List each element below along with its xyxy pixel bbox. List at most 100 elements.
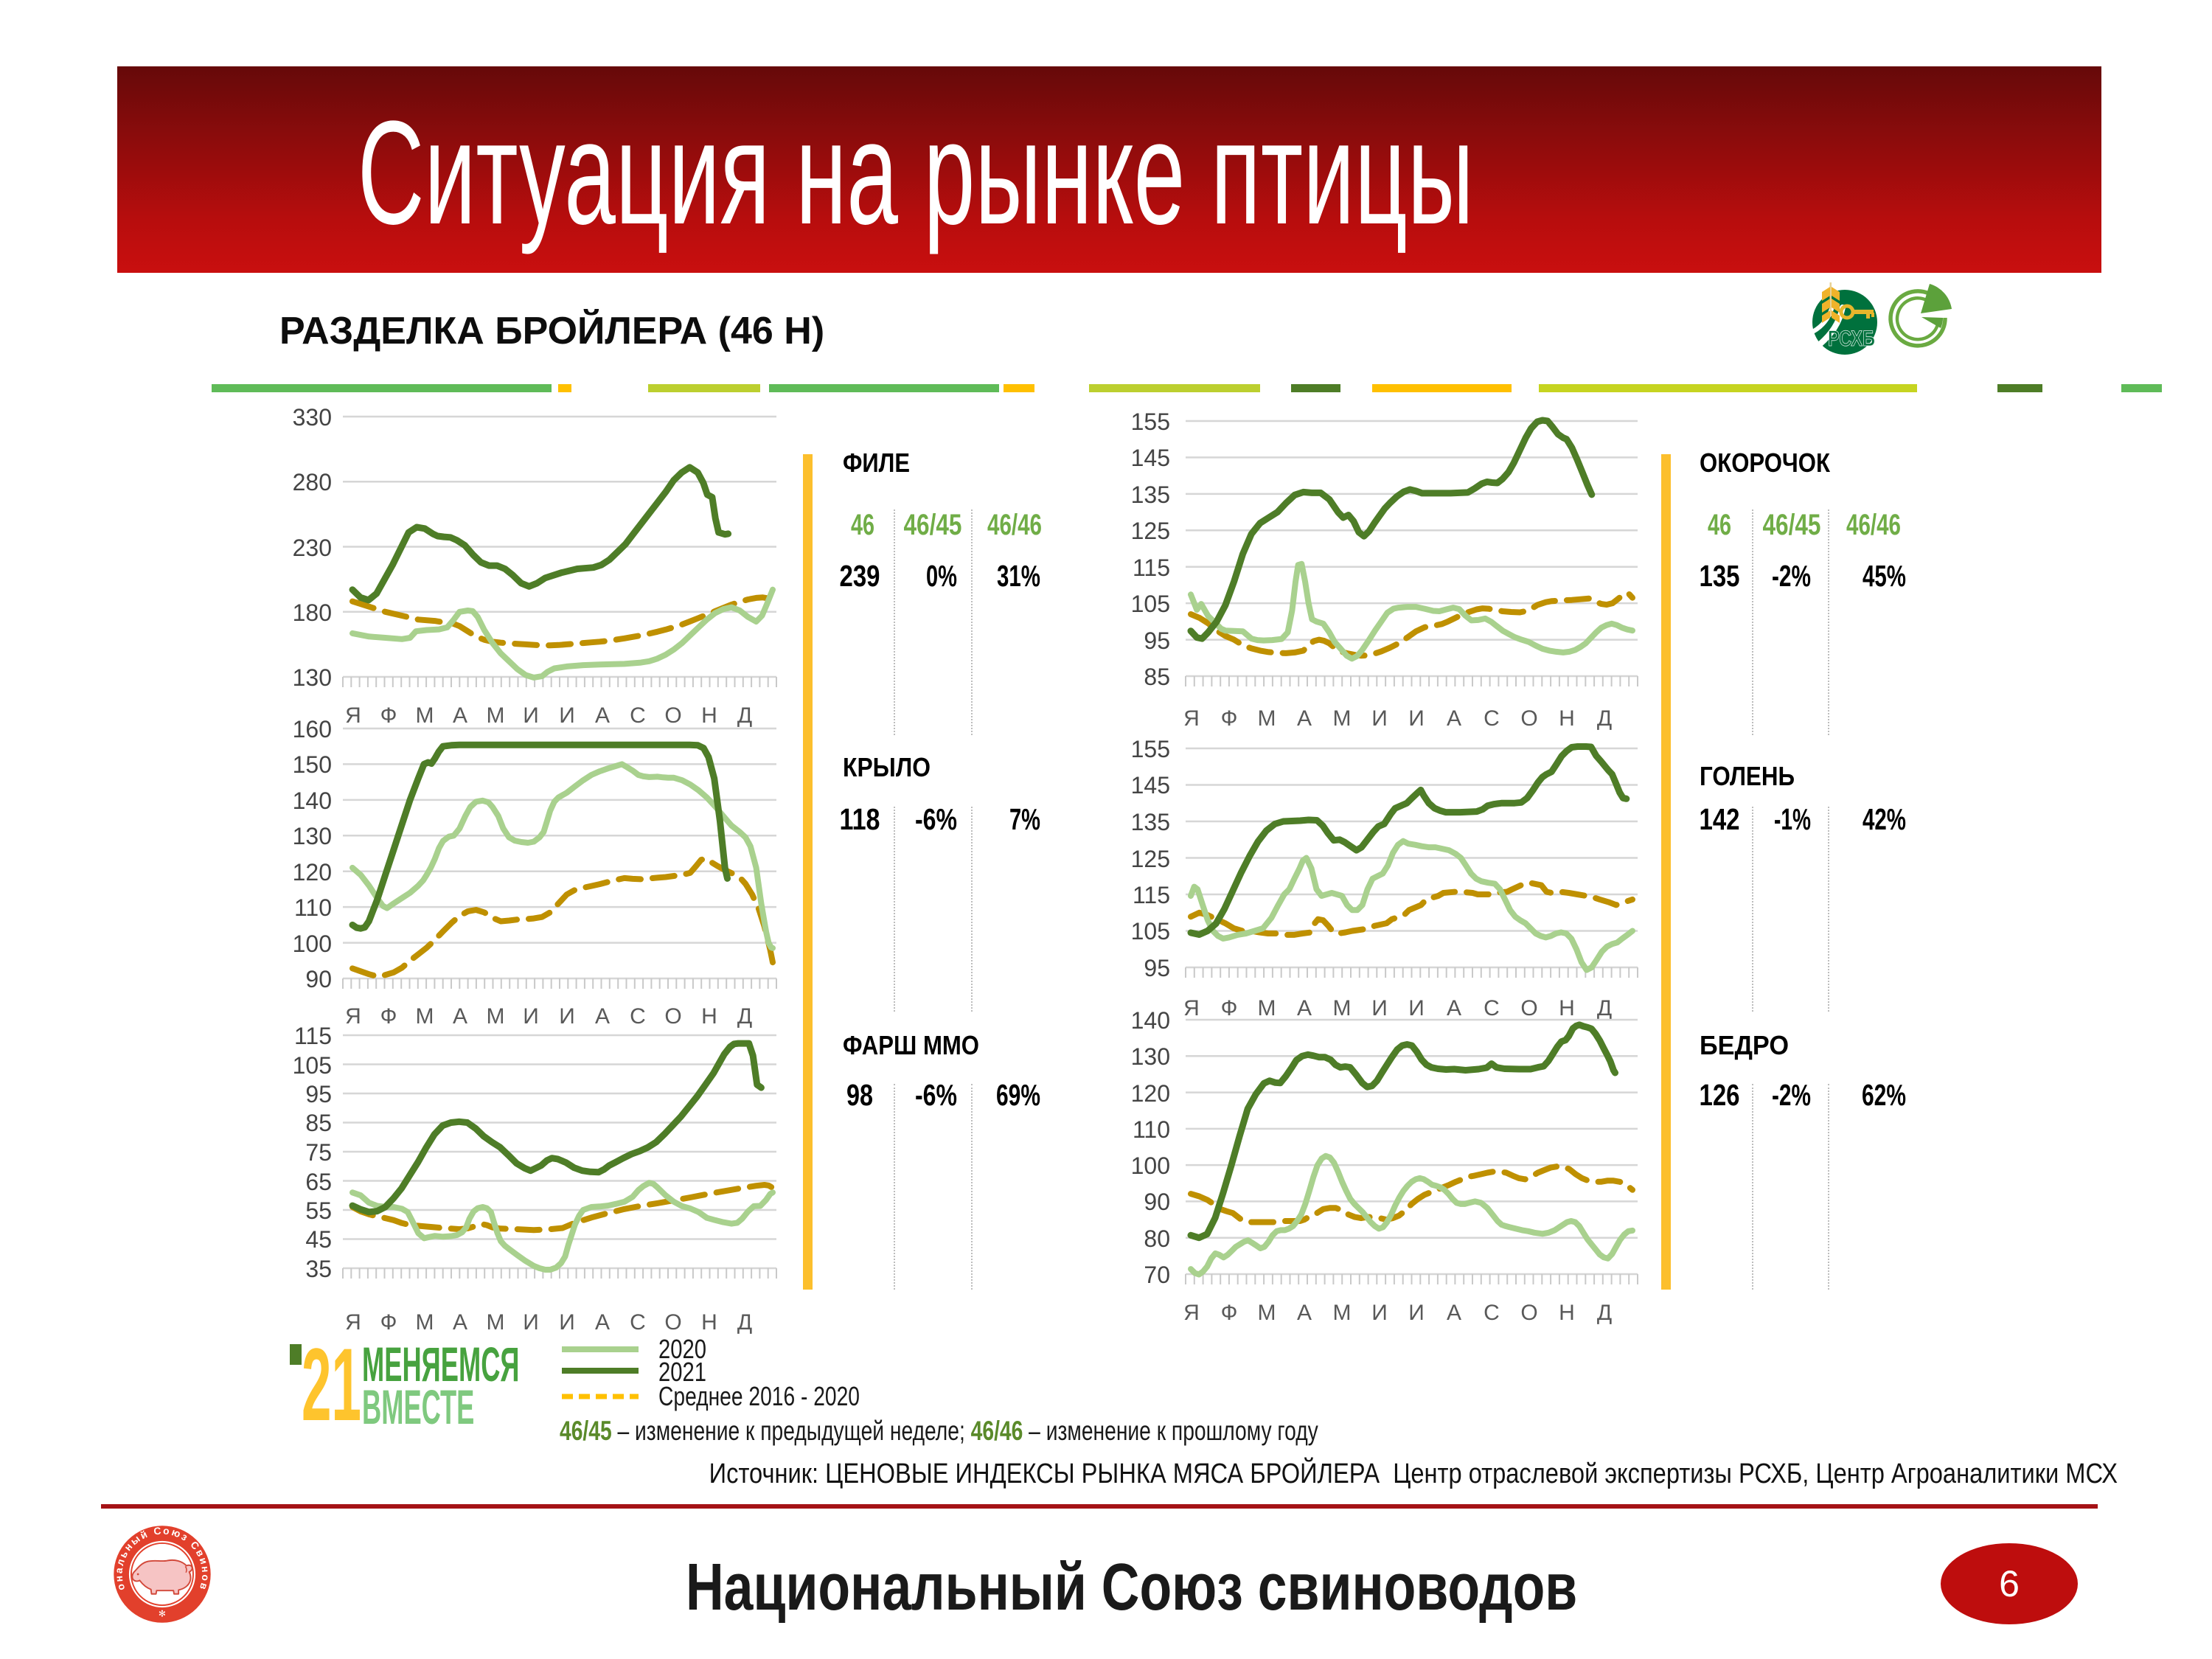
svg-text:А: А bbox=[595, 1310, 610, 1335]
svg-text:85: 85 bbox=[305, 1110, 332, 1136]
svg-text:Н: Н bbox=[1559, 706, 1575, 731]
svg-text:-2%: -2% bbox=[1772, 1078, 1811, 1112]
svg-text:130: 130 bbox=[293, 823, 332, 849]
svg-text:И: И bbox=[523, 703, 539, 728]
svg-text:ОКОРОЧОК: ОКОРОЧОК bbox=[1700, 448, 1831, 478]
svg-text:БЕДРО: БЕДРО bbox=[1700, 1030, 1789, 1060]
svg-text:А: А bbox=[453, 1310, 467, 1335]
svg-text:140: 140 bbox=[1131, 1007, 1170, 1034]
svg-text:Д: Д bbox=[737, 1310, 752, 1335]
svg-text:135: 135 bbox=[1131, 481, 1170, 508]
svg-text:130: 130 bbox=[293, 664, 332, 691]
svg-text:90: 90 bbox=[305, 966, 332, 992]
svg-text:Я: Я bbox=[1183, 706, 1200, 731]
svg-text:ФАРШ ММО: ФАРШ ММО bbox=[843, 1030, 979, 1060]
svg-text:45%: 45% bbox=[1863, 559, 1906, 593]
svg-text:95: 95 bbox=[1144, 955, 1170, 981]
svg-text:И: И bbox=[1371, 706, 1388, 731]
svg-text:120: 120 bbox=[293, 859, 332, 886]
svg-text:69%: 69% bbox=[996, 1078, 1040, 1112]
svg-text:И: И bbox=[523, 1004, 539, 1029]
svg-text:2021: 2021 bbox=[658, 1357, 706, 1387]
svg-text:М: М bbox=[1333, 706, 1352, 731]
svg-text:А: А bbox=[453, 1004, 467, 1029]
svg-text:95: 95 bbox=[305, 1081, 332, 1107]
svg-text:ФИЛЕ: ФИЛЕ bbox=[843, 448, 910, 478]
svg-text:85: 85 bbox=[1144, 664, 1170, 690]
svg-text:-1%: -1% bbox=[1774, 802, 1811, 836]
svg-text:М: М bbox=[416, 1004, 434, 1029]
svg-text:А: А bbox=[1447, 1301, 1461, 1325]
svg-text:7%: 7% bbox=[1009, 802, 1040, 836]
svg-text:0%: 0% bbox=[926, 559, 957, 593]
svg-text:О: О bbox=[664, 703, 681, 728]
svg-text:100: 100 bbox=[1131, 1152, 1170, 1179]
svg-text:А: А bbox=[1447, 706, 1461, 731]
svg-text:45: 45 bbox=[305, 1226, 332, 1253]
svg-text:М: М bbox=[416, 703, 434, 728]
svg-text:Д: Д bbox=[737, 703, 752, 728]
svg-text:135: 135 bbox=[1700, 559, 1740, 593]
svg-text:140: 140 bbox=[293, 787, 332, 814]
svg-text:А: А bbox=[1297, 1301, 1312, 1325]
svg-text:-6%: -6% bbox=[915, 802, 957, 836]
svg-text:130: 130 bbox=[1131, 1043, 1170, 1070]
svg-text:И: И bbox=[1408, 996, 1425, 1020]
svg-text:35: 35 bbox=[305, 1256, 332, 1282]
svg-text:90: 90 bbox=[1144, 1189, 1170, 1215]
svg-text:145: 145 bbox=[1131, 772, 1170, 799]
svg-text:62%: 62% bbox=[1862, 1078, 1906, 1112]
svg-text:100: 100 bbox=[293, 931, 332, 957]
svg-text:И: И bbox=[559, 703, 575, 728]
svg-text:М: М bbox=[1333, 1301, 1352, 1325]
svg-text:С: С bbox=[1484, 1301, 1500, 1325]
svg-text:46: 46 bbox=[1708, 509, 1731, 541]
svg-text:46/46: 46/46 bbox=[987, 509, 1042, 541]
svg-text:М: М bbox=[487, 1004, 505, 1029]
svg-text:95: 95 bbox=[1144, 627, 1170, 654]
svg-text:ГОЛЕНЬ: ГОЛЕНЬ bbox=[1700, 761, 1795, 791]
svg-text:110: 110 bbox=[294, 894, 332, 921]
svg-text:✻: ✻ bbox=[159, 1608, 166, 1618]
svg-text:О: О bbox=[1520, 706, 1537, 731]
svg-text:М: М bbox=[1258, 706, 1276, 731]
svg-text:О: О bbox=[664, 1310, 681, 1335]
svg-text:125: 125 bbox=[1131, 518, 1170, 544]
svg-text:239: 239 bbox=[840, 559, 880, 593]
svg-text:46/45: 46/45 bbox=[904, 509, 962, 541]
svg-text:И: И bbox=[1408, 706, 1425, 731]
svg-text:Д: Д bbox=[1597, 1301, 1612, 1325]
svg-text:Ф: Ф bbox=[1221, 996, 1238, 1020]
svg-text:46: 46 bbox=[851, 509, 874, 541]
svg-text:С: С bbox=[1484, 996, 1500, 1020]
svg-text:А: А bbox=[595, 1004, 610, 1029]
svg-text:105: 105 bbox=[1131, 918, 1170, 945]
svg-text:98: 98 bbox=[846, 1078, 873, 1112]
svg-text:И: И bbox=[559, 1004, 575, 1029]
svg-text:И: И bbox=[1371, 996, 1388, 1020]
svg-text:А: А bbox=[595, 703, 610, 728]
svg-text:Среднее 2016 - 2020: Среднее 2016 - 2020 bbox=[658, 1381, 860, 1411]
svg-text:Я: Я bbox=[1183, 1301, 1200, 1325]
svg-text:М: М bbox=[487, 703, 505, 728]
svg-text:М: М bbox=[1258, 1301, 1276, 1325]
svg-text:С: С bbox=[1484, 706, 1500, 731]
svg-text:105: 105 bbox=[1131, 591, 1170, 617]
svg-text:А: А bbox=[1297, 996, 1312, 1020]
svg-text:155: 155 bbox=[1131, 408, 1170, 435]
svg-text:Я: Я bbox=[345, 1310, 361, 1335]
svg-text:55: 55 bbox=[305, 1197, 332, 1224]
svg-text:С: С bbox=[630, 1310, 646, 1335]
svg-text:126: 126 bbox=[1700, 1078, 1740, 1112]
svg-text:А: А bbox=[453, 703, 467, 728]
svg-text:О: О bbox=[664, 1004, 681, 1029]
svg-text:А: А bbox=[1447, 996, 1461, 1020]
svg-text:Д: Д bbox=[1597, 996, 1612, 1020]
svg-text:330: 330 bbox=[293, 404, 332, 431]
svg-text:2020: 2020 bbox=[658, 1335, 706, 1364]
svg-text:Я: Я bbox=[345, 1004, 361, 1029]
svg-text:Ф: Ф bbox=[380, 703, 397, 728]
svg-text:115: 115 bbox=[1133, 554, 1170, 581]
svg-text:Я: Я bbox=[345, 703, 361, 728]
svg-text:Ф: Ф bbox=[1221, 706, 1238, 731]
